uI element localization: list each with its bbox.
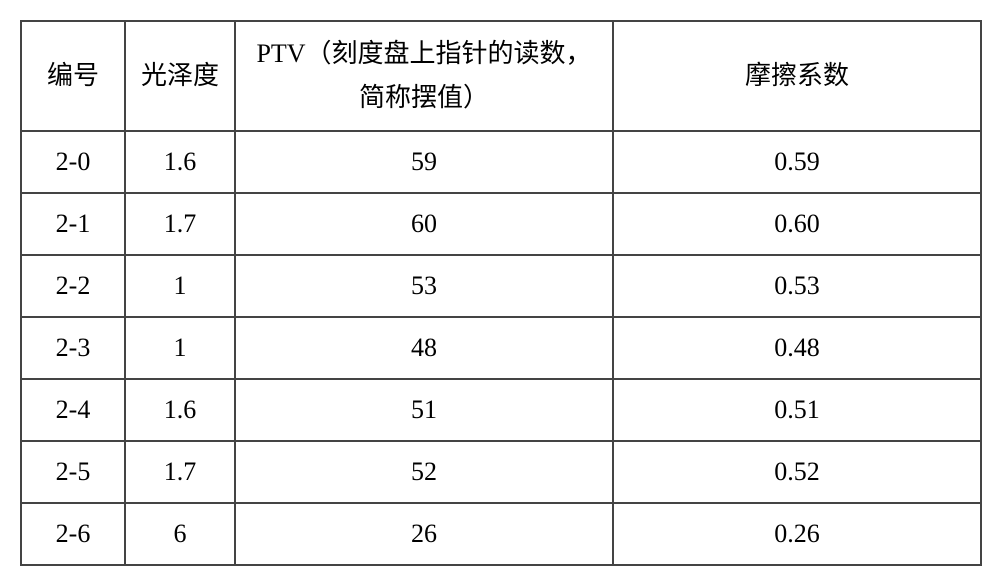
table-header-row: 编号 光泽度 PTV（刻度盘上指针的读数， 简称摆值） 摩擦系数 [21, 21, 981, 131]
header-ptv-line2: 简称摆值） [240, 76, 608, 120]
cell-ptv: 26 [235, 503, 613, 565]
cell-friction: 0.60 [613, 193, 981, 255]
cell-friction: 0.51 [613, 379, 981, 441]
cell-id: 2-3 [21, 317, 125, 379]
cell-gloss: 1.6 [125, 379, 235, 441]
header-id: 编号 [21, 21, 125, 131]
cell-id: 2-1 [21, 193, 125, 255]
data-table: 编号 光泽度 PTV（刻度盘上指针的读数， 简称摆值） 摩擦系数 2-0 1.6… [20, 20, 982, 566]
header-gloss: 光泽度 [125, 21, 235, 131]
cell-ptv: 48 [235, 317, 613, 379]
table-row: 2-0 1.6 59 0.59 [21, 131, 981, 193]
cell-friction: 0.53 [613, 255, 981, 317]
header-ptv: PTV（刻度盘上指针的读数， 简称摆值） [235, 21, 613, 131]
cell-ptv: 60 [235, 193, 613, 255]
data-table-container: 编号 光泽度 PTV（刻度盘上指针的读数， 简称摆值） 摩擦系数 2-0 1.6… [20, 20, 980, 566]
cell-ptv: 59 [235, 131, 613, 193]
table-row: 2-1 1.7 60 0.60 [21, 193, 981, 255]
table-row: 2-6 6 26 0.26 [21, 503, 981, 565]
cell-friction: 0.48 [613, 317, 981, 379]
cell-gloss: 1 [125, 317, 235, 379]
header-ptv-line1: PTV（刻度盘上指针的读数， [240, 32, 608, 76]
cell-ptv: 53 [235, 255, 613, 317]
table-row: 2-3 1 48 0.48 [21, 317, 981, 379]
table-body: 2-0 1.6 59 0.59 2-1 1.7 60 0.60 2-2 1 53… [21, 131, 981, 565]
cell-id: 2-6 [21, 503, 125, 565]
cell-id: 2-4 [21, 379, 125, 441]
table-row: 2-4 1.6 51 0.51 [21, 379, 981, 441]
cell-friction: 0.26 [613, 503, 981, 565]
cell-gloss: 6 [125, 503, 235, 565]
cell-id: 2-2 [21, 255, 125, 317]
table-row: 2-2 1 53 0.53 [21, 255, 981, 317]
cell-gloss: 1.7 [125, 441, 235, 503]
cell-ptv: 51 [235, 379, 613, 441]
cell-friction: 0.52 [613, 441, 981, 503]
header-friction: 摩擦系数 [613, 21, 981, 131]
cell-gloss: 1 [125, 255, 235, 317]
cell-gloss: 1.6 [125, 131, 235, 193]
cell-id: 2-0 [21, 131, 125, 193]
cell-gloss: 1.7 [125, 193, 235, 255]
cell-id: 2-5 [21, 441, 125, 503]
cell-friction: 0.59 [613, 131, 981, 193]
table-row: 2-5 1.7 52 0.52 [21, 441, 981, 503]
cell-ptv: 52 [235, 441, 613, 503]
